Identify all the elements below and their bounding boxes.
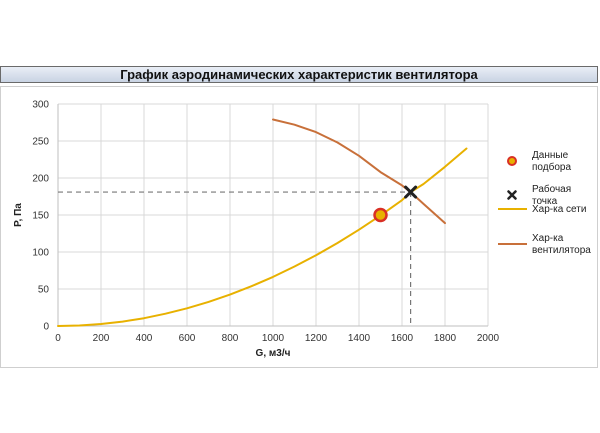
y-tick-label: 100 <box>32 248 49 259</box>
x-tick-label: 400 <box>136 333 153 344</box>
chart-plot: 0 200 400 600 800 1000 1200 1400 1600 1800 2000 0 50… <box>13 100 591 360</box>
series-line-fan <box>272 118 446 225</box>
y-tick-label: 300 <box>32 100 49 111</box>
legend-label: Хар-ка сети <box>532 204 586 215</box>
legend-label: Данные <box>532 150 569 161</box>
x-tick-label: 2000 <box>477 333 500 344</box>
legend-marker-operating <box>507 190 517 200</box>
legend-label: вентилятора <box>532 245 591 256</box>
legend-marker-selection <box>507 156 517 166</box>
y-tick-label: 0 <box>43 322 49 333</box>
x-tick-label: 1800 <box>434 333 457 344</box>
y-axis-label: P, Па <box>13 203 24 227</box>
series-line-network <box>57 147 468 327</box>
legend-label: подбора <box>532 161 571 173</box>
x-tick-label: 0 <box>55 333 61 344</box>
y-tick-label: 50 <box>38 285 50 296</box>
y-tick-label: 150 <box>32 211 49 222</box>
x-tick-label: 800 <box>222 333 239 344</box>
x-tick-label: 1400 <box>348 333 371 344</box>
x-tick-label: 200 <box>93 333 110 344</box>
x-tick-label: 1600 <box>391 333 414 344</box>
x-tick-label: 1200 <box>305 333 328 344</box>
y-tick-label: 200 <box>32 174 49 185</box>
legend-label: Рабочая <box>532 183 571 195</box>
operating-point <box>404 185 418 199</box>
x-tick-label: 1000 <box>262 333 285 344</box>
legend-label: Хар-ка <box>532 233 564 244</box>
x-tick-label: 600 <box>179 333 196 344</box>
legend-label: точка <box>532 196 558 207</box>
selection-point <box>373 207 388 223</box>
y-tick-label: 250 <box>32 137 49 148</box>
chart-frame: 0 200 400 600 800 1000 1200 1400 1600 1800 2000 0 50… <box>0 86 598 368</box>
chart-title: График аэродинамических характеристик ве… <box>0 66 598 83</box>
x-axis-label: G, м3/ч <box>256 348 291 359</box>
